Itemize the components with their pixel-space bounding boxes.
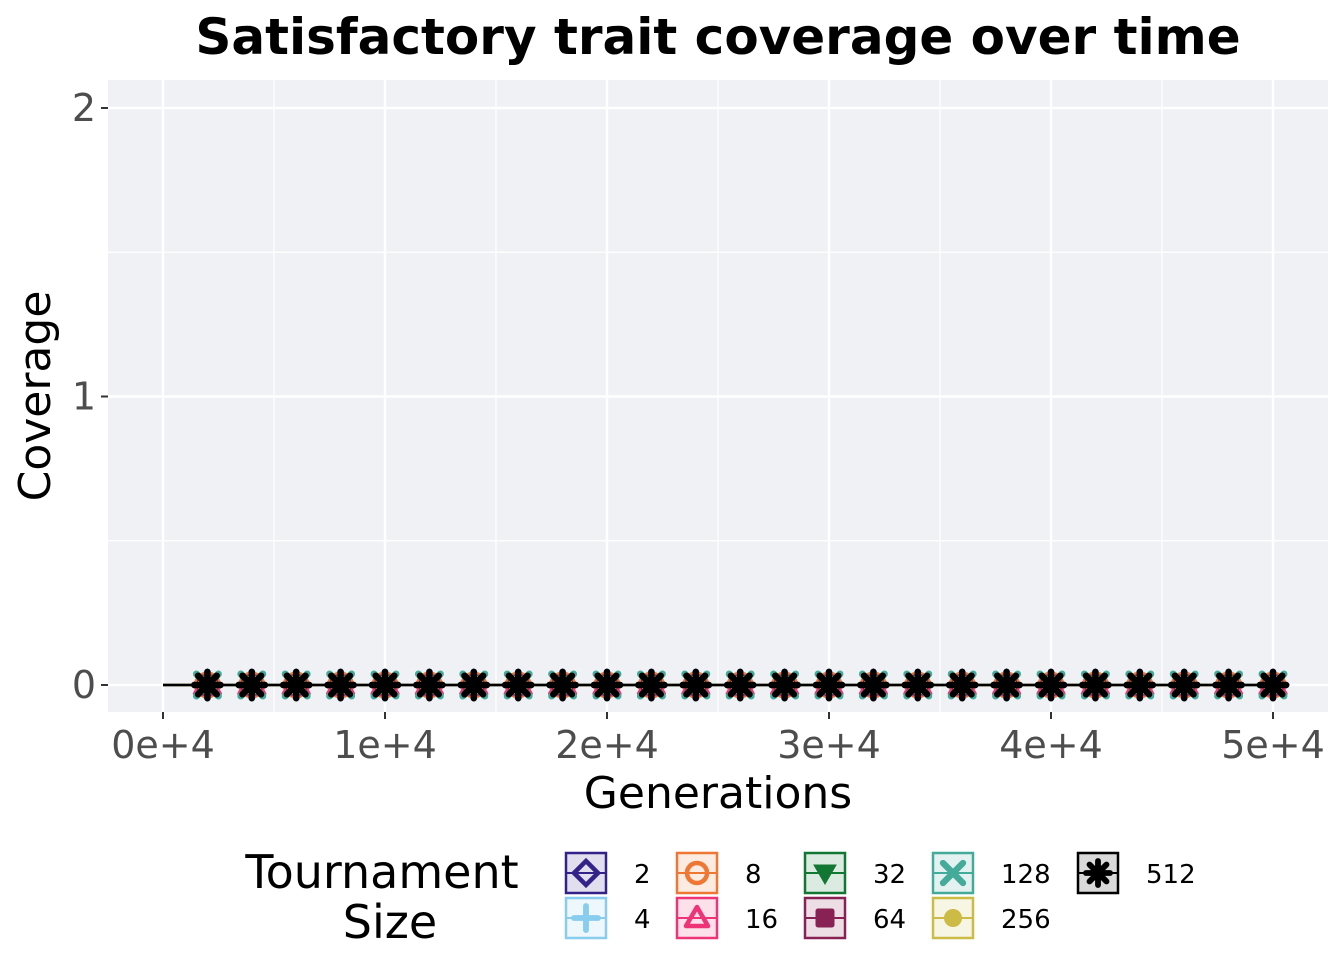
- legend-item-4: 4: [564, 896, 651, 940]
- legend-marker-512: [1083, 858, 1113, 888]
- legend-title-line-1: Tournament: [244, 845, 518, 899]
- data-point-512-2: [279, 668, 313, 702]
- legend-item-32: 32: [803, 851, 906, 895]
- y-axis-title: Coverage: [10, 291, 61, 502]
- legend-item-2: 2: [564, 851, 651, 895]
- data-point-512-1: [235, 668, 269, 702]
- legend-label: 128: [1001, 860, 1051, 890]
- chart-title: Satisfactory trait coverage over time: [195, 8, 1240, 66]
- data-point-512-17: [945, 668, 979, 702]
- x-tick-label: 2e+4: [555, 723, 659, 767]
- legend-label: 8: [745, 860, 762, 890]
- legend-marker-8: [684, 860, 710, 886]
- legend-label: 512: [1146, 860, 1196, 890]
- data-point-512-18: [990, 668, 1024, 702]
- data-point-512-24: [1256, 668, 1290, 702]
- legend-marker-64: [815, 908, 835, 928]
- legend-item-16: 16: [675, 896, 778, 940]
- legend-marker-16: [683, 904, 711, 929]
- x-tick-label: 1e+4: [333, 723, 437, 767]
- legend-item-8: 8: [675, 851, 762, 895]
- legend-item-128: 128: [931, 851, 1051, 895]
- legend-label: 4: [634, 905, 651, 935]
- legend-item-512: 512: [1076, 851, 1196, 895]
- data-point-512-8: [546, 668, 580, 702]
- data-point-512-3: [324, 668, 358, 702]
- x-axis-title: Generations: [584, 768, 852, 819]
- legend-label: 64: [873, 905, 906, 935]
- data-point-512-7: [501, 668, 535, 702]
- data-point-512-4: [368, 668, 402, 702]
- data-point-512-13: [768, 668, 802, 702]
- legend-marker-32: [813, 864, 837, 885]
- legend-item-64: 64: [803, 896, 906, 940]
- data-point-512-21: [1123, 668, 1157, 702]
- legend-item-256: 256: [931, 896, 1051, 940]
- legend-label: 32: [873, 860, 906, 890]
- data-point-512-9: [590, 668, 624, 702]
- legend-marker-4: [571, 903, 601, 933]
- y-tick-label: 1: [72, 375, 96, 419]
- data-point-512-5: [412, 668, 446, 702]
- series-layer: [163, 668, 1290, 702]
- legend-marker-128: [939, 859, 967, 887]
- data-point-512-23: [1212, 668, 1246, 702]
- data-point-512-0: [190, 668, 224, 702]
- legend-label: 2: [634, 860, 651, 890]
- legend-label: 16: [745, 905, 778, 935]
- legend: Tournament Size 2 4 8 16 32 64 128 256 512: [244, 845, 1195, 949]
- data-point-512-6: [457, 668, 491, 702]
- y-tick-label: 2: [72, 86, 96, 130]
- series-512: [163, 668, 1290, 702]
- data-point-512-14: [812, 668, 846, 702]
- x-tick-label: 5e+4: [1221, 723, 1325, 767]
- x-tick-label: 0e+4: [111, 723, 215, 767]
- data-point-512-16: [901, 668, 935, 702]
- data-point-512-22: [1167, 668, 1201, 702]
- x-axis: 0e+4 1e+4 2e+4 3e+4 4e+4 5e+4: [111, 712, 1325, 767]
- legend-marker-2: [570, 857, 602, 889]
- data-point-512-12: [723, 668, 757, 702]
- x-tick-label: 3e+4: [777, 723, 881, 767]
- data-point-512-10: [634, 668, 668, 702]
- x-tick-label: 4e+4: [999, 723, 1103, 767]
- data-point-512-11: [679, 668, 713, 702]
- legend-title-line-2: Size: [343, 895, 437, 949]
- data-point-512-20: [1078, 668, 1112, 702]
- y-tick-label: 0: [72, 663, 96, 707]
- legend-marker-256: [944, 909, 962, 927]
- data-point-512-15: [856, 668, 890, 702]
- data-point-512-19: [1034, 668, 1068, 702]
- legend-label: 256: [1001, 905, 1051, 935]
- y-axis: 0 1 2: [72, 86, 108, 707]
